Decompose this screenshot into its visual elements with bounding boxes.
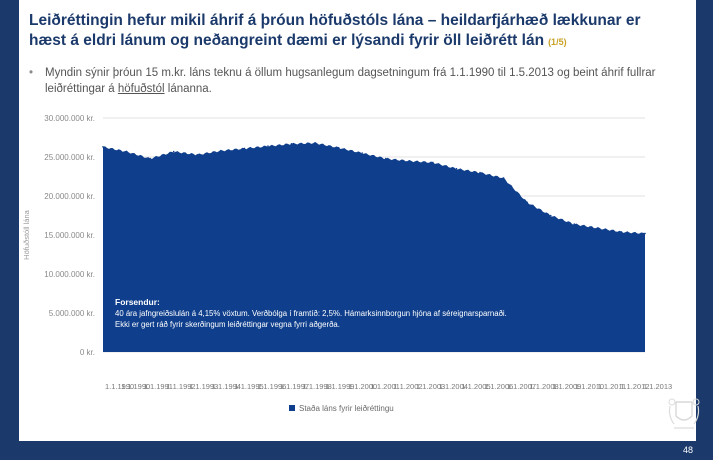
legend-swatch bbox=[289, 405, 295, 411]
data-point bbox=[432, 161, 434, 164]
x-tick-label: 1.1.1999 bbox=[325, 382, 354, 391]
x-tick-label: 1.1.2002 bbox=[393, 382, 422, 391]
y-tick-label: 30.000.000 kr. bbox=[44, 114, 95, 123]
bullet-text: Myndin sýnir þróun 15 m.kr. láns teknu á… bbox=[29, 65, 669, 97]
data-point bbox=[102, 146, 104, 148]
data-point bbox=[384, 157, 387, 160]
data-point bbox=[220, 149, 222, 152]
data-point bbox=[149, 157, 151, 160]
bullet-text-underlined: höfuðstól bbox=[117, 83, 165, 95]
bullet-text-post: lánanna. bbox=[164, 83, 212, 95]
x-tick-label: 1.1.2003 bbox=[416, 382, 445, 391]
data-point bbox=[314, 142, 316, 144]
loan-balance-chart: 0 kr. 5.000.000 kr. 10.000.000 kr. 15.000.0… bbox=[22, 114, 672, 413]
annotation-line-1: 40 ára jafngreiðslulán á 4,15% vöxtum. V… bbox=[115, 309, 507, 318]
data-point bbox=[455, 167, 458, 170]
title-line-1: Leiðréttingin hefur mikil áhrif á þróun … bbox=[29, 12, 641, 29]
y-tick-label: 0 kr. bbox=[80, 348, 95, 357]
x-tick-label: 1.1.2008 bbox=[530, 382, 559, 391]
data-point bbox=[172, 150, 175, 153]
bullet-point: • Myndin sýnir þróun 15 m.kr. láns teknu… bbox=[29, 65, 669, 97]
x-tick-label: 1.1.1997 bbox=[280, 382, 309, 391]
x-tick-label: 1.1.2006 bbox=[484, 382, 513, 391]
data-point bbox=[243, 147, 246, 150]
data-point bbox=[196, 153, 199, 156]
x-tick-label: 1.1.2011 bbox=[598, 382, 627, 391]
y-tick-label: 20.000.000 kr. bbox=[44, 192, 95, 201]
data-point bbox=[526, 201, 528, 204]
x-tick-label: 1.1.1995 bbox=[234, 382, 263, 391]
x-tick-label: 1.1.1990 bbox=[121, 382, 150, 391]
annotation-line-2: Ekki er gert ráð fyrir skerðingum leiðré… bbox=[115, 320, 340, 329]
data-point bbox=[573, 223, 576, 225]
x-tick-label: 1.1.2001 bbox=[371, 382, 400, 391]
data-point bbox=[290, 142, 293, 145]
data-point bbox=[267, 145, 269, 147]
data-point bbox=[502, 177, 505, 179]
data-point bbox=[597, 227, 599, 229]
data-point bbox=[549, 214, 552, 217]
y-axis-label: Höfuðstóll lána bbox=[22, 209, 31, 259]
slide: Leiðréttingin hefur mikil áhrif á þróun … bbox=[19, 0, 700, 441]
data-point bbox=[620, 231, 623, 233]
x-tick-label: 1.1.1994 bbox=[212, 382, 241, 391]
y-tick-label: 10.000.000 kr. bbox=[44, 270, 95, 279]
x-tick-label: 1.1.2000 bbox=[348, 382, 377, 391]
data-point bbox=[644, 232, 646, 235]
x-tick-label: 1.1.1992 bbox=[166, 382, 195, 391]
x-tick-label: 1.1.2009 bbox=[552, 382, 581, 391]
y-tick-label: 25.000.000 kr. bbox=[44, 153, 95, 162]
title-line-2-text: hæst á eldri lánum og neðangreint dæmi e… bbox=[29, 32, 545, 49]
data-point bbox=[479, 171, 481, 174]
bullet-text-pre: Myndin sýnir þróun 15 m.kr. láns teknu á… bbox=[45, 67, 656, 95]
legend-label: Staða láns fyrir leiðréttingu bbox=[299, 404, 394, 413]
page-number: 48 bbox=[682, 445, 693, 455]
coat-of-arms-icon bbox=[668, 398, 700, 429]
data-point bbox=[361, 152, 364, 154]
x-tick-label: 1.1.1996 bbox=[257, 382, 286, 391]
title-line-2: hæst á eldri lánum og neðangreint dæmi e… bbox=[29, 31, 679, 52]
x-tick-label: 1.1.2004 bbox=[439, 382, 468, 391]
slide-title: Leiðréttingin hefur mikil áhrif á þróun … bbox=[29, 11, 679, 52]
annotation-heading: Forsendur: bbox=[115, 297, 160, 307]
page-tag: (1/5) bbox=[548, 37, 567, 47]
x-tick-label: 1.1.1998 bbox=[303, 382, 332, 391]
x-tick-label: 1.1.1990 bbox=[105, 382, 134, 391]
x-tick-label: 1.1.2007 bbox=[507, 382, 536, 391]
x-tick-label: 1.1.1993 bbox=[189, 382, 218, 391]
data-point bbox=[337, 146, 340, 149]
x-tick-label: 1.1.2010 bbox=[575, 382, 604, 391]
bullet-dot-icon: • bbox=[29, 67, 34, 79]
x-tick-label: 1.1.1991 bbox=[144, 382, 173, 391]
data-point bbox=[125, 150, 128, 153]
x-tick-label: 1.1.2005 bbox=[461, 382, 490, 391]
y-tick-label: 5.000.000 kr. bbox=[49, 309, 95, 318]
series-area bbox=[103, 142, 645, 352]
x-tick-label: 1.1.2013 bbox=[643, 382, 672, 391]
data-point bbox=[408, 160, 411, 162]
y-tick-label: 15.000.000 kr. bbox=[44, 231, 95, 240]
x-tick-label: 1.1.2012 bbox=[620, 382, 649, 391]
